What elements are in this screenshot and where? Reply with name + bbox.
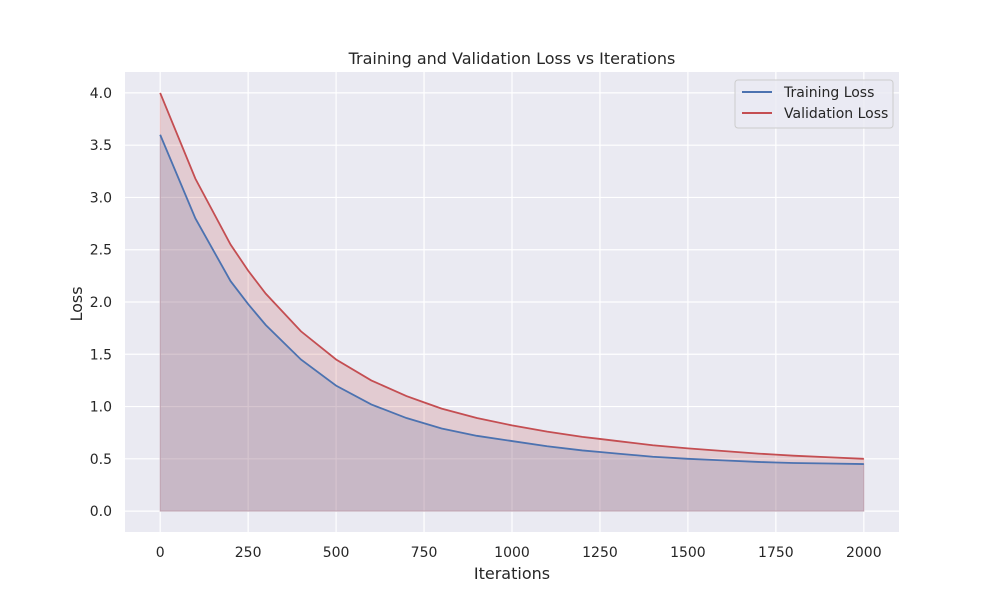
y-tick-label: 4.0 [90,86,112,102]
y-tick-labels: 0.0 0.5 1.0 1.5 2.0 2.5 3.0 3.5 4.0 [90,86,112,520]
legend-box [734,79,894,129]
legend-label-validation-loss: Validation Loss [784,106,888,122]
x-tick-label: 0 [156,545,165,561]
x-tick-labels: 0 250 500 750 1000 1250 1500 1750 2000 [156,545,882,561]
x-tick-label: 1250 [582,545,618,561]
x-axis-label: Iterations [474,564,550,583]
y-tick-label: 0.0 [90,504,112,520]
x-tick-label: 1500 [670,545,706,561]
series-line-validation-loss [159,92,864,460]
x-tick-label: 1000 [494,545,530,561]
chart-title: Training and Validation Loss vs Iteratio… [348,49,676,68]
y-tick-label: 2.0 [90,295,112,311]
y-tick-label: 1.0 [90,400,112,416]
x-tick-label: 500 [323,545,350,561]
legend: Training Loss Validation Loss [734,79,894,129]
y-tick-label: 2.5 [90,243,112,259]
x-tick-label: 1750 [758,545,794,561]
x-tick-label: 2000 [846,545,882,561]
series-lines [159,92,864,465]
series-line-training-loss [159,134,864,465]
legend-label-training-loss: Training Loss [783,85,874,101]
y-tick-label: 1.5 [90,347,112,363]
y-tick-label: 0.5 [90,452,112,468]
x-tick-label: 250 [235,545,262,561]
y-tick-label: 3.5 [90,138,112,154]
y-axis-label: Loss [67,286,86,321]
y-tick-label: 3.0 [90,190,112,206]
x-tick-label: 750 [411,545,438,561]
